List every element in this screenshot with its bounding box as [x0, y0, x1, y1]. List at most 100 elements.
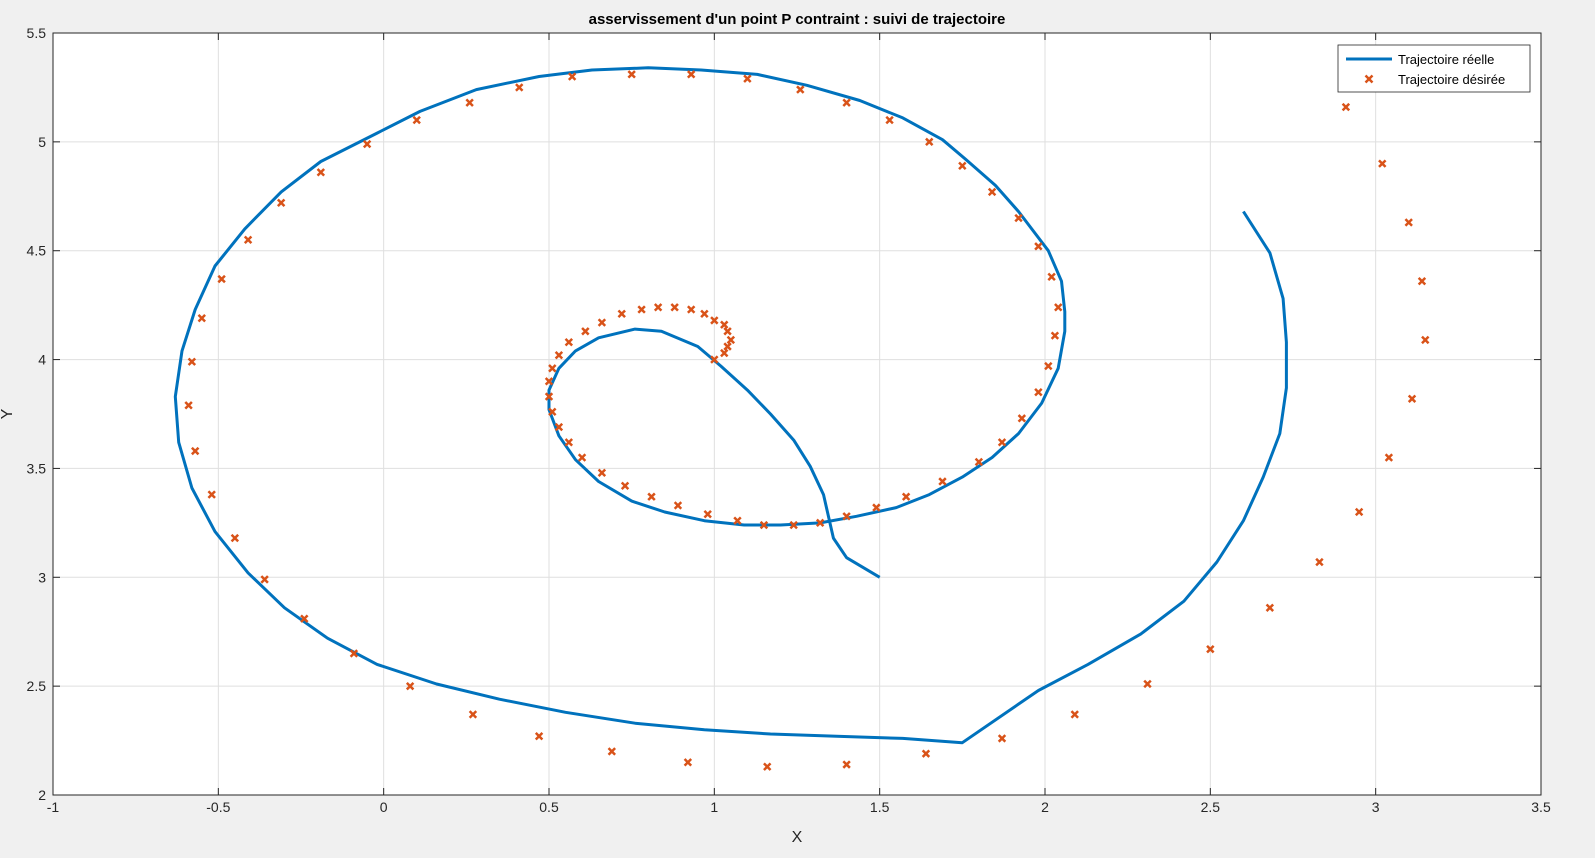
data-point: [710, 316, 719, 325]
data-point: [405, 681, 415, 691]
data-point: [1054, 303, 1063, 312]
legend-box: [1337, 44, 1531, 93]
legend: Trajectoire réelle Trajectoire désirée: [1337, 44, 1531, 93]
axes-box: [52, 32, 1542, 796]
series-line-trajectoire-reelle: [173, 66, 1288, 745]
data-point: [670, 303, 679, 312]
data-point: [925, 137, 934, 147]
data-point: [184, 401, 193, 410]
x-tick-label: 2.5: [1201, 799, 1221, 815]
y-tick-label: 4: [38, 352, 46, 368]
x-tick-label: 3.5: [1531, 799, 1551, 815]
x-tick-label: 3: [1372, 799, 1380, 815]
data-point: [1378, 159, 1387, 168]
data-point: [554, 422, 564, 432]
data-point: [763, 762, 772, 771]
data-point: [620, 481, 630, 491]
data-point: [703, 509, 712, 519]
data-point: [597, 318, 607, 327]
data-point: [872, 503, 881, 512]
y-tick-label: 2.5: [27, 678, 47, 694]
data-point: [187, 357, 197, 366]
data-point: [1407, 394, 1417, 403]
x-axis-label: X: [792, 829, 803, 846]
x-tick-label: 0: [380, 799, 388, 815]
data-point: [577, 453, 587, 462]
data-point: [733, 516, 742, 525]
data-point: [191, 446, 200, 456]
data-point: [567, 72, 577, 81]
data-point: [515, 83, 524, 92]
data-point: [548, 407, 557, 417]
y-tick-label: 3: [38, 569, 46, 585]
axes-background: [53, 33, 1541, 795]
data-point: [243, 235, 253, 245]
data-point: [637, 305, 646, 314]
data-point: [544, 377, 554, 386]
x-tick-label: 0.5: [539, 799, 559, 815]
data-point: [673, 501, 683, 510]
data-point: [1017, 414, 1027, 423]
y-tick-label: 5.5: [27, 25, 47, 41]
data-point: [564, 438, 574, 447]
data-point: [316, 168, 326, 177]
y-tick-label: 4.5: [27, 243, 47, 259]
data-point: [260, 575, 269, 584]
y-tick-label: 5: [38, 134, 46, 150]
data-point: [597, 468, 607, 477]
data-point: [1384, 453, 1394, 462]
y-tick-label: 2: [38, 787, 46, 803]
data-point: [627, 70, 636, 79]
data-point: [1265, 603, 1275, 612]
data-point: [759, 520, 769, 530]
data-point: [230, 533, 240, 543]
chart-title: asservissement d'un point P contraint : …: [589, 11, 1006, 28]
data-point: [197, 314, 206, 323]
data-point: [554, 351, 564, 360]
data-point: [1421, 335, 1430, 345]
data-point: [362, 139, 372, 149]
x-tick-label: 2: [1041, 799, 1049, 815]
data-point: [997, 734, 1007, 743]
plot-area: [173, 66, 1430, 771]
data-point: [465, 98, 474, 107]
data-point: [1050, 331, 1060, 340]
data-point: [1044, 361, 1053, 371]
tick-labels: -1 -0.5 0 0.5 1 1.5 2 2.5 3 3.5 2 2.5 3 3.5 4 4.5 5 5.5: [27, 25, 1551, 815]
legend-entry-desiree: Trajectoire désirée: [1398, 72, 1505, 87]
data-point: [938, 477, 947, 486]
data-point: [534, 732, 544, 741]
data-point: [842, 760, 851, 769]
data-point: [815, 518, 825, 528]
data-point: [842, 512, 851, 521]
data-point: [789, 520, 798, 530]
data-point: [723, 327, 732, 336]
data-point: [468, 710, 478, 719]
data-point: [687, 70, 696, 79]
data-point: [617, 309, 626, 319]
data-point: [997, 438, 1007, 447]
data-point: [276, 198, 286, 208]
data-point: [901, 492, 911, 501]
data-point: [700, 309, 709, 319]
data-point: [683, 758, 693, 767]
data-point: [687, 305, 696, 314]
data-point: [300, 614, 309, 623]
data-point: [974, 457, 984, 467]
data-point: [987, 187, 997, 197]
data-point: [564, 337, 574, 347]
data-point: [1206, 644, 1215, 654]
data-point: [743, 74, 752, 83]
data-point: [544, 392, 554, 401]
x-tick-label: -0.5: [206, 799, 230, 815]
data-point: [720, 348, 729, 358]
data-point: [720, 320, 729, 329]
legend-marker-sample: [1364, 74, 1374, 84]
data-point: [1034, 242, 1043, 251]
y-axis-label: Y: [0, 408, 16, 419]
x-tick-label: -1: [47, 799, 60, 815]
data-point: [1070, 710, 1079, 719]
data-point: [1354, 507, 1364, 517]
data-point: [1341, 102, 1351, 112]
